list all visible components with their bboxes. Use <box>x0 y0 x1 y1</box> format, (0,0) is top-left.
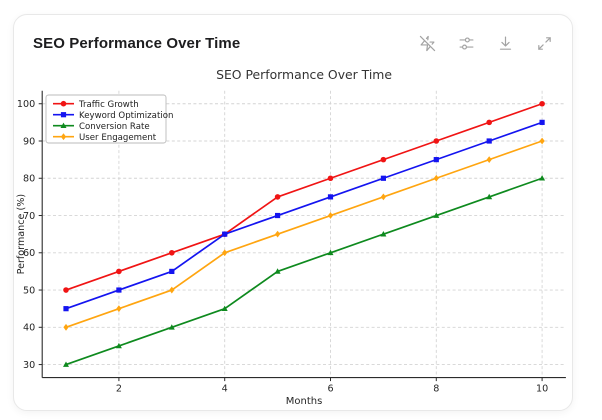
seo-line-chart: 30 40 50 60 70 80 90 100 2 4 6 8 10 SEO Performance O… <box>16 67 566 407</box>
svg-text:2: 2 <box>116 384 122 395</box>
svg-text:6: 6 <box>327 384 333 395</box>
svg-text:Traffic Growth: Traffic Growth <box>78 100 139 110</box>
svg-text:User Engagement: User Engagement <box>79 133 157 143</box>
svg-text:Keyword Optimization: Keyword Optimization <box>79 111 173 121</box>
chart-area: 30 40 50 60 70 80 90 100 2 4 6 8 10 SEO Performance O… <box>14 57 572 407</box>
svg-text:SEO Performance Over Time: SEO Performance Over Time <box>216 67 392 82</box>
svg-text:4: 4 <box>222 384 228 395</box>
svg-text:8: 8 <box>433 384 439 395</box>
card-header: SEO Performance Over Time <box>14 15 572 57</box>
svg-text:90: 90 <box>23 136 35 147</box>
svg-text:50: 50 <box>23 285 35 296</box>
svg-text:Performance (%): Performance (%) <box>16 194 27 274</box>
sliders-icon[interactable] <box>457 34 476 53</box>
svg-text:Months: Months <box>286 396 323 407</box>
card-toolbar <box>418 34 554 53</box>
chart-card: SEO Performance Over Time <box>13 14 573 411</box>
card-title: SEO Performance Over Time <box>33 35 241 52</box>
svg-text:10: 10 <box>536 384 548 395</box>
svg-text:Conversion Rate: Conversion Rate <box>79 122 150 132</box>
download-icon[interactable] <box>496 34 515 53</box>
expand-icon[interactable] <box>535 34 554 53</box>
svg-text:80: 80 <box>23 174 35 185</box>
svg-text:40: 40 <box>23 323 35 334</box>
svg-text:60: 60 <box>23 248 35 259</box>
svg-text:70: 70 <box>23 211 35 222</box>
zap-off-icon[interactable] <box>418 34 437 53</box>
svg-text:30: 30 <box>23 360 35 371</box>
svg-text:100: 100 <box>17 99 35 110</box>
